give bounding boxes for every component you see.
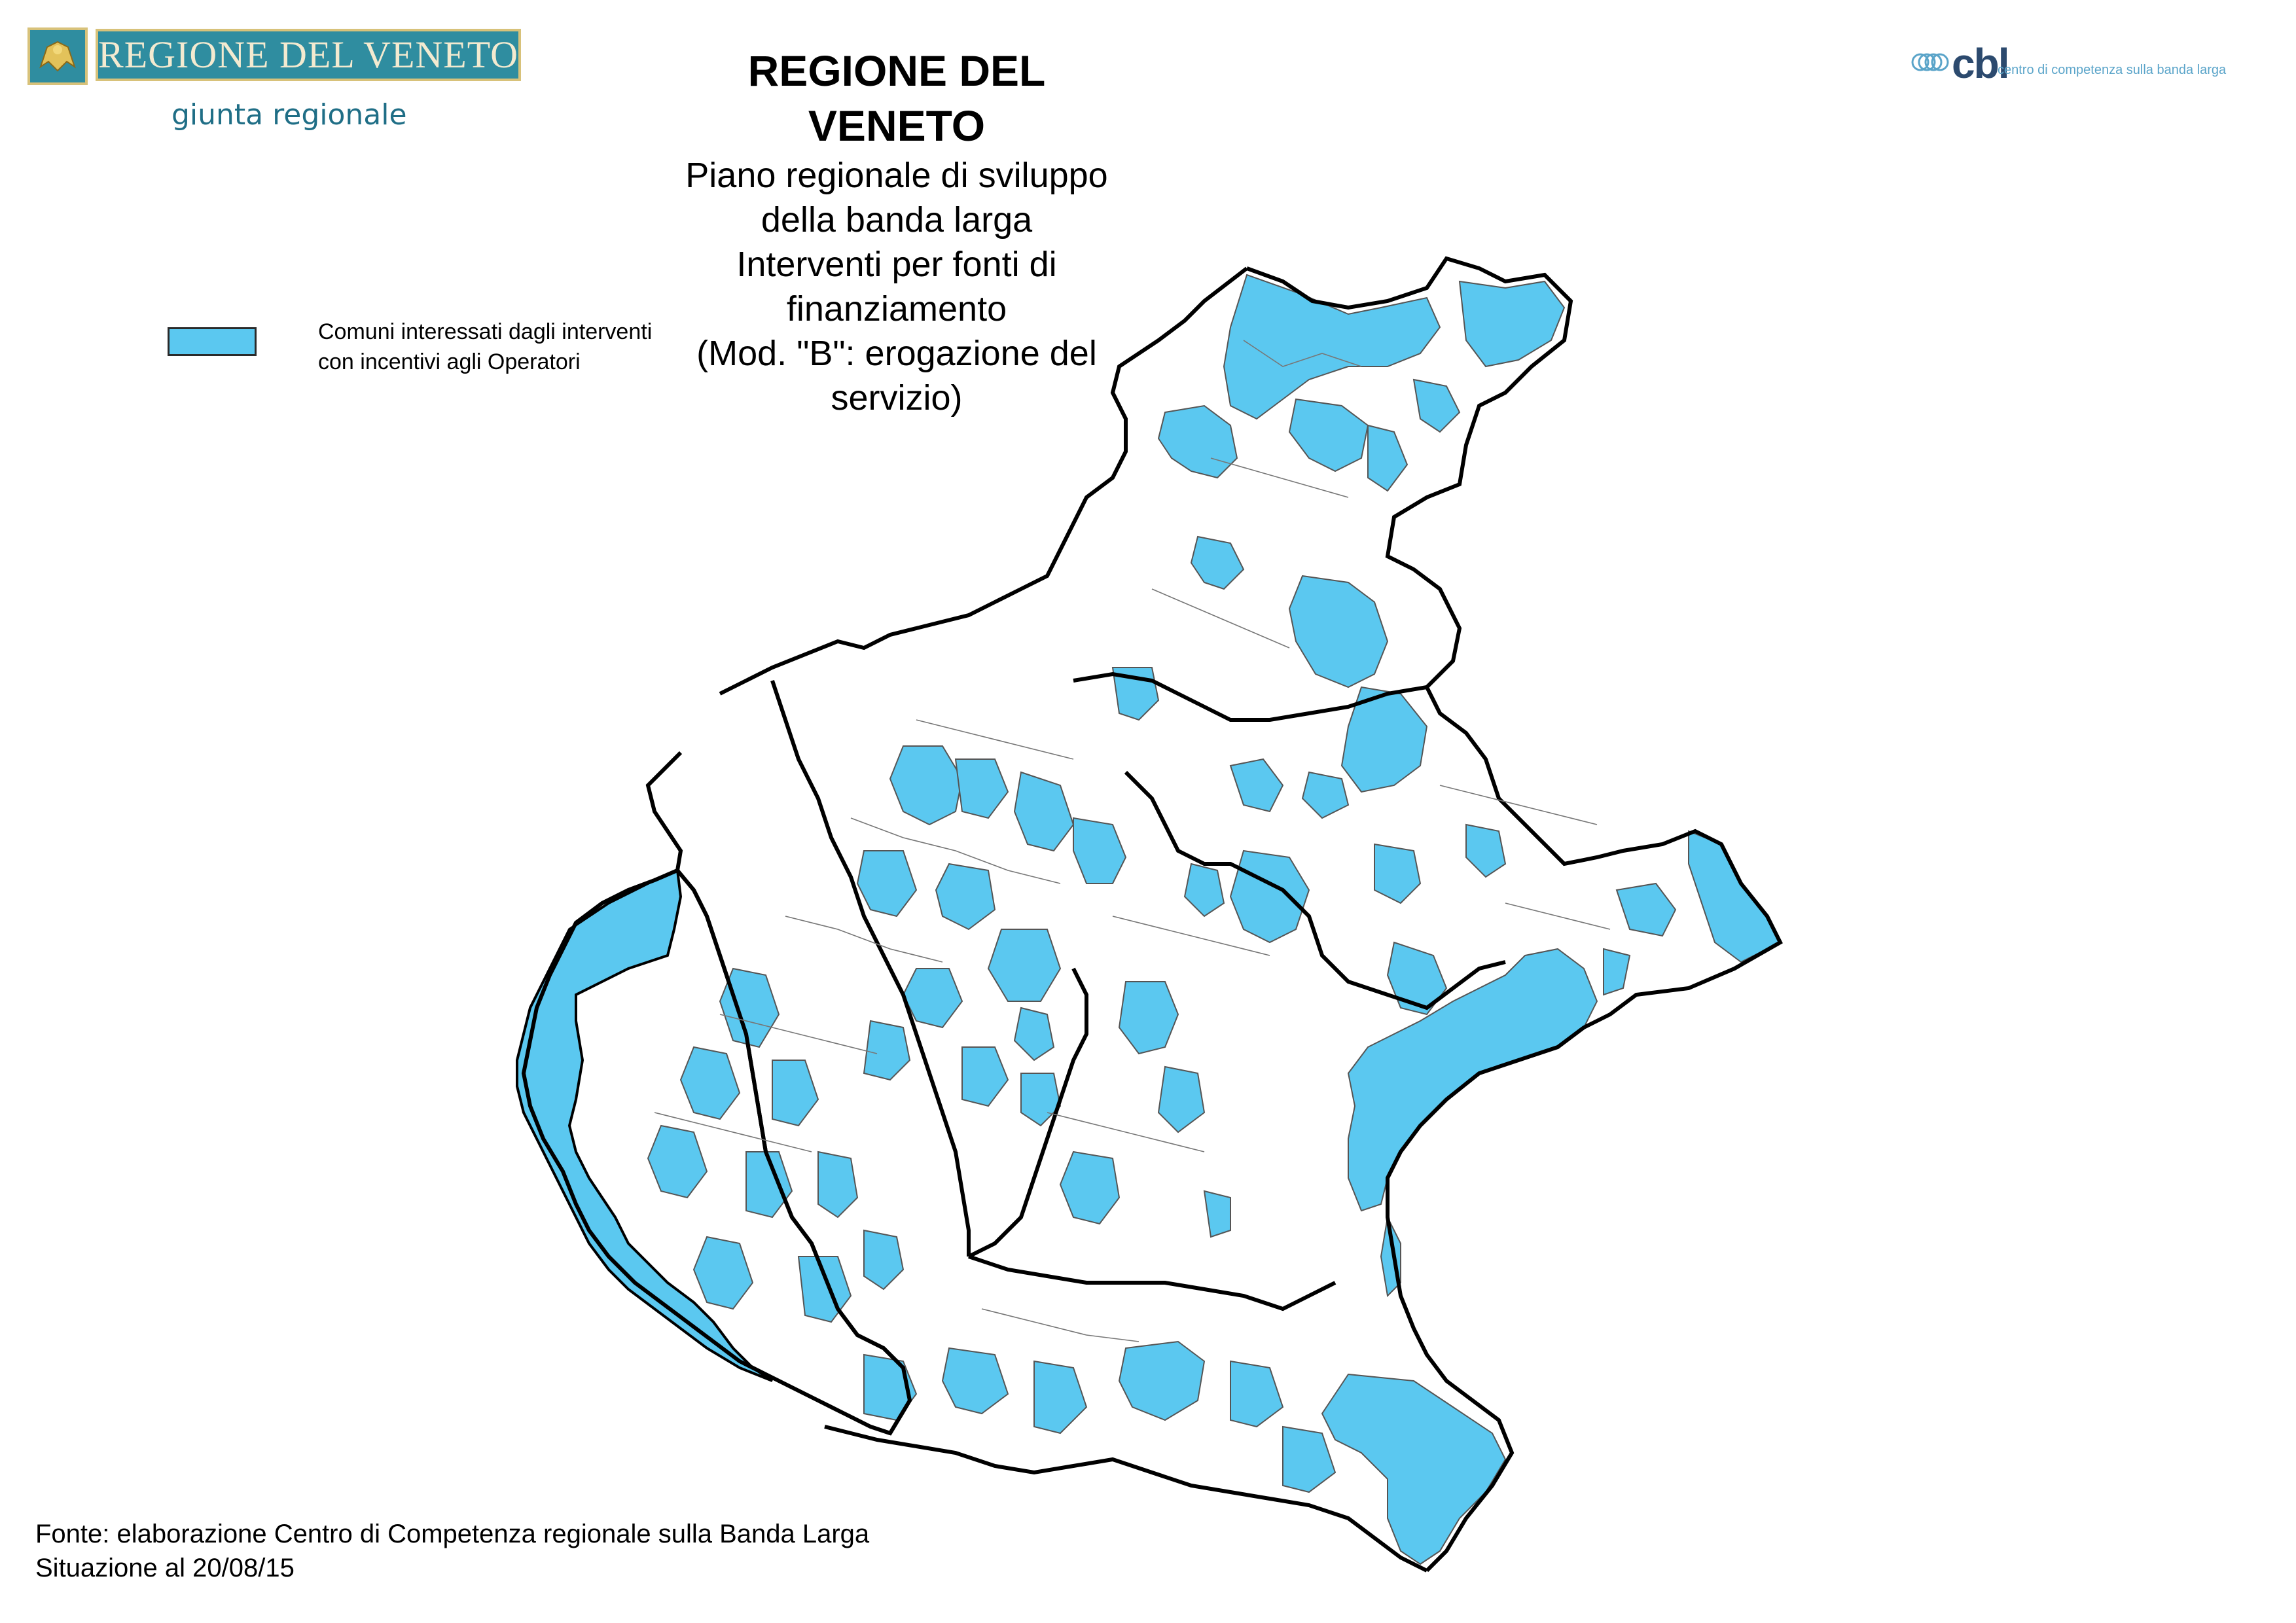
cbl-rings-icon	[1911, 53, 1949, 71]
source-line-1: Fonte: elaborazione Centro di Competenza…	[35, 1520, 870, 1548]
legend-swatch	[168, 327, 257, 356]
highlighted-municipalities	[647, 274, 1782, 1565]
source-line-2: Situazione al 20/08/15	[35, 1554, 295, 1582]
municipality-lines	[654, 340, 1611, 1342]
subtitle-line-3: (Mod. "B": erogazione del servizio)	[696, 334, 1097, 418]
legend-label: Comuni interessati dagli interventi con …	[318, 317, 652, 377]
regione-veneto-logo: REGIONE DEL VENETO giunta regionale	[27, 26, 531, 144]
logo-banner: REGIONE DEL VENETO	[96, 29, 521, 81]
province-borders	[521, 256, 1783, 1573]
lake-garda-lobe	[516, 868, 774, 1382]
legend-label-line-2: con incentivi agli Operatori	[318, 349, 581, 374]
subtitle-line-2: Interventi per fonti di finanziamento	[736, 245, 1057, 329]
logo-subtitle: giunta regionale	[171, 98, 407, 132]
source-note: Fonte: elaborazione Centro di Competenza…	[35, 1517, 869, 1585]
lion-of-saint-mark-icon	[27, 27, 88, 85]
cbl-tagline: centro di competenza sulla banda larga	[1998, 63, 2227, 77]
legend-label-line-1: Comuni interessati dagli interventi	[318, 319, 653, 344]
subtitle-line-1: Piano regionale di sviluppo della banda …	[685, 156, 1108, 240]
title-block: REGIONE DEL VENETO Piano regionale di sv…	[668, 43, 1126, 420]
page-title: REGIONE DEL VENETO	[747, 46, 1046, 150]
cbl-wordmark: cbl	[1952, 40, 2009, 87]
cbl-logo: cbl centro di competenza sulla banda lar…	[1911, 39, 2265, 92]
legend: Comuni interessati dagli interventi con …	[168, 317, 757, 376]
